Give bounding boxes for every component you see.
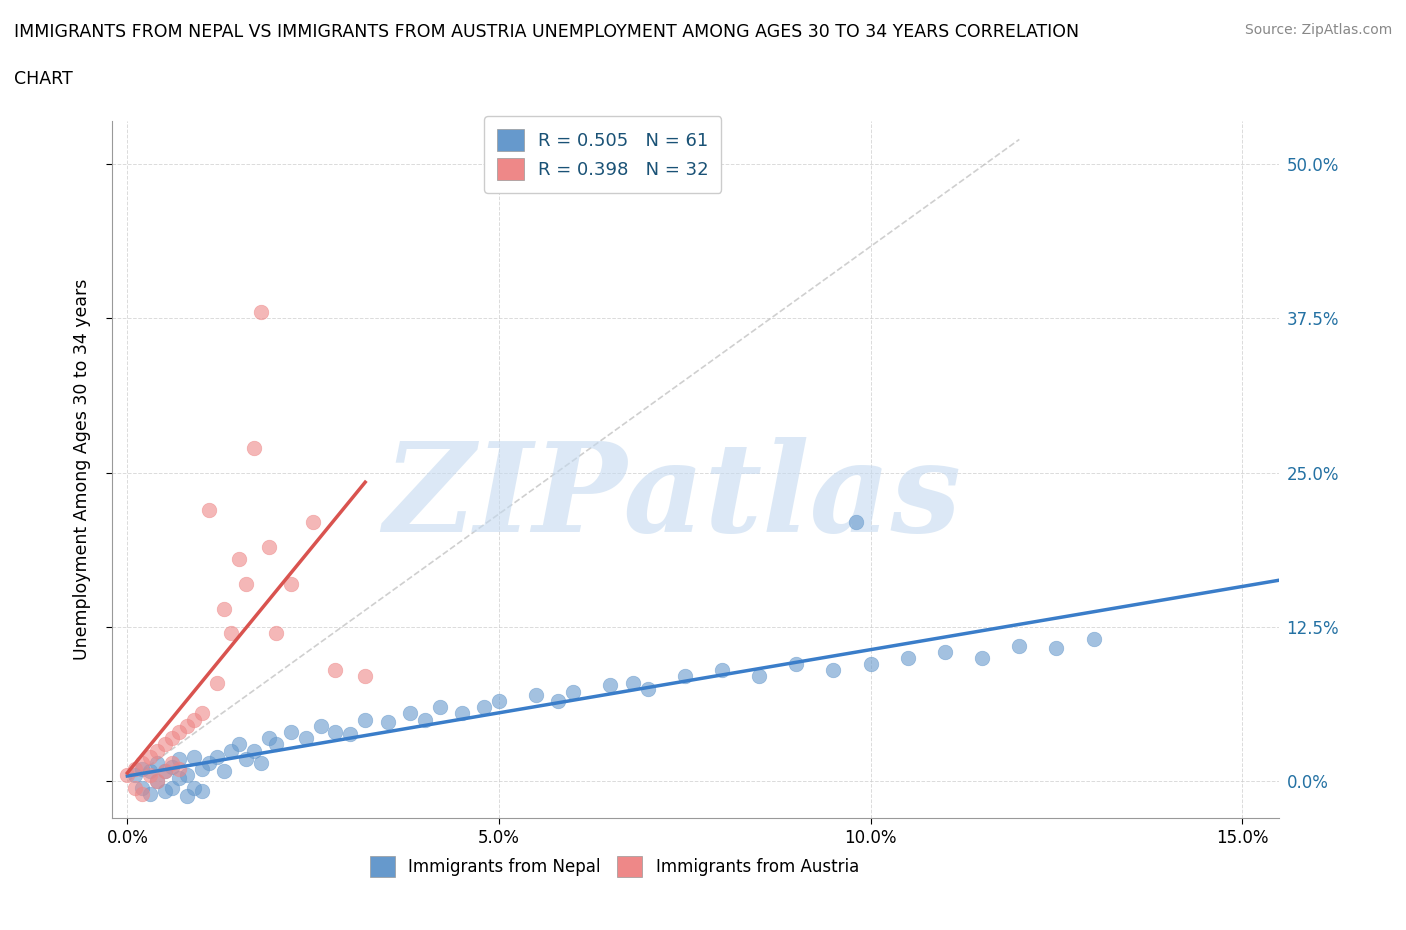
Point (429, 700, 451, 715)
Point (250, 305, 273, 320)
Point (160, 731, 183, 746)
Point (325, 663, 347, 678)
Point (280, 577, 302, 591)
Point (138, 768, 160, 783)
Point (169, 751, 191, 766)
Point (190, 762, 212, 777)
Point (146, 755, 169, 770)
Point (205, 750, 228, 764)
Point (257, 731, 280, 746)
Point (250, 755, 273, 770)
Point (325, 724, 347, 739)
Point (176, 789, 198, 804)
Point (1083, 632, 1105, 647)
Point (183, 712, 205, 727)
Point (339, 727, 361, 742)
Point (190, 784, 212, 799)
Point (354, 669, 377, 684)
Point (242, 743, 264, 758)
Point (972, 650, 994, 665)
Point (934, 644, 956, 659)
Point (183, 750, 205, 764)
Point (169, 770, 191, 785)
Point (124, 780, 146, 795)
Point (183, 780, 205, 795)
Point (547, 694, 569, 709)
Point (228, 737, 250, 751)
Point (138, 764, 160, 779)
Point (131, 755, 153, 770)
Point (711, 663, 734, 678)
Point (309, 718, 332, 733)
Point (190, 706, 212, 721)
Text: IMMIGRANTS FROM NEPAL VS IMMIGRANTS FROM AUSTRIA UNEMPLOYMENT AMONG AGES 30 TO 3: IMMIGRANTS FROM NEPAL VS IMMIGRANTS FROM… (14, 23, 1080, 41)
Point (153, 764, 176, 779)
Point (160, 755, 183, 770)
Point (294, 731, 316, 746)
Point (160, 759, 183, 774)
Text: Source: ZipAtlas.com: Source: ZipAtlas.com (1244, 23, 1392, 37)
Point (280, 724, 302, 739)
Point (153, 764, 176, 779)
Point (823, 663, 845, 678)
Point (146, 743, 169, 758)
Point (785, 657, 807, 671)
Point (413, 712, 436, 727)
Point (138, 750, 160, 764)
Point (221, 626, 243, 641)
Point (562, 685, 585, 700)
Point (205, 675, 228, 690)
Point (169, 762, 191, 777)
Point (169, 724, 191, 739)
Point (235, 577, 257, 591)
Point (212, 764, 235, 779)
Point (845, 514, 868, 529)
Point (621, 675, 644, 690)
Point (131, 780, 153, 795)
Point (124, 762, 146, 777)
Y-axis label: Unemployment Among Ages 30 to 34 years: Unemployment Among Ages 30 to 34 years (73, 279, 91, 660)
Point (257, 539, 280, 554)
Point (897, 650, 920, 665)
Point (153, 784, 176, 799)
Point (176, 768, 198, 783)
Point (131, 786, 153, 801)
Point (146, 774, 169, 789)
Text: CHART: CHART (14, 70, 73, 87)
Point (524, 687, 547, 702)
Point (599, 678, 621, 693)
Point (242, 441, 264, 456)
Point (1008, 638, 1031, 653)
Point (117, 768, 139, 783)
Point (488, 694, 510, 709)
Text: ZIPatlas: ZIPatlas (384, 437, 962, 558)
Point (859, 657, 882, 671)
Point (146, 774, 169, 789)
Point (235, 751, 257, 766)
Point (1045, 641, 1067, 656)
Point (160, 780, 183, 795)
Point (354, 712, 377, 727)
Point (264, 626, 287, 641)
Point (228, 551, 250, 566)
Point (673, 669, 696, 684)
Point (450, 706, 472, 721)
Point (264, 737, 287, 751)
Point (377, 714, 399, 729)
Point (198, 502, 221, 517)
Point (472, 700, 495, 715)
Point (302, 514, 325, 529)
Point (176, 718, 198, 733)
Legend: Immigrants from Nepal, Immigrants from Austria: Immigrants from Nepal, Immigrants from A… (363, 850, 866, 883)
Point (124, 768, 146, 783)
Point (198, 755, 221, 770)
Point (221, 743, 243, 758)
Point (398, 706, 420, 721)
Point (153, 737, 176, 751)
Point (748, 669, 770, 684)
Point (212, 601, 235, 616)
Point (131, 762, 153, 777)
Point (138, 786, 160, 801)
Point (637, 682, 659, 697)
